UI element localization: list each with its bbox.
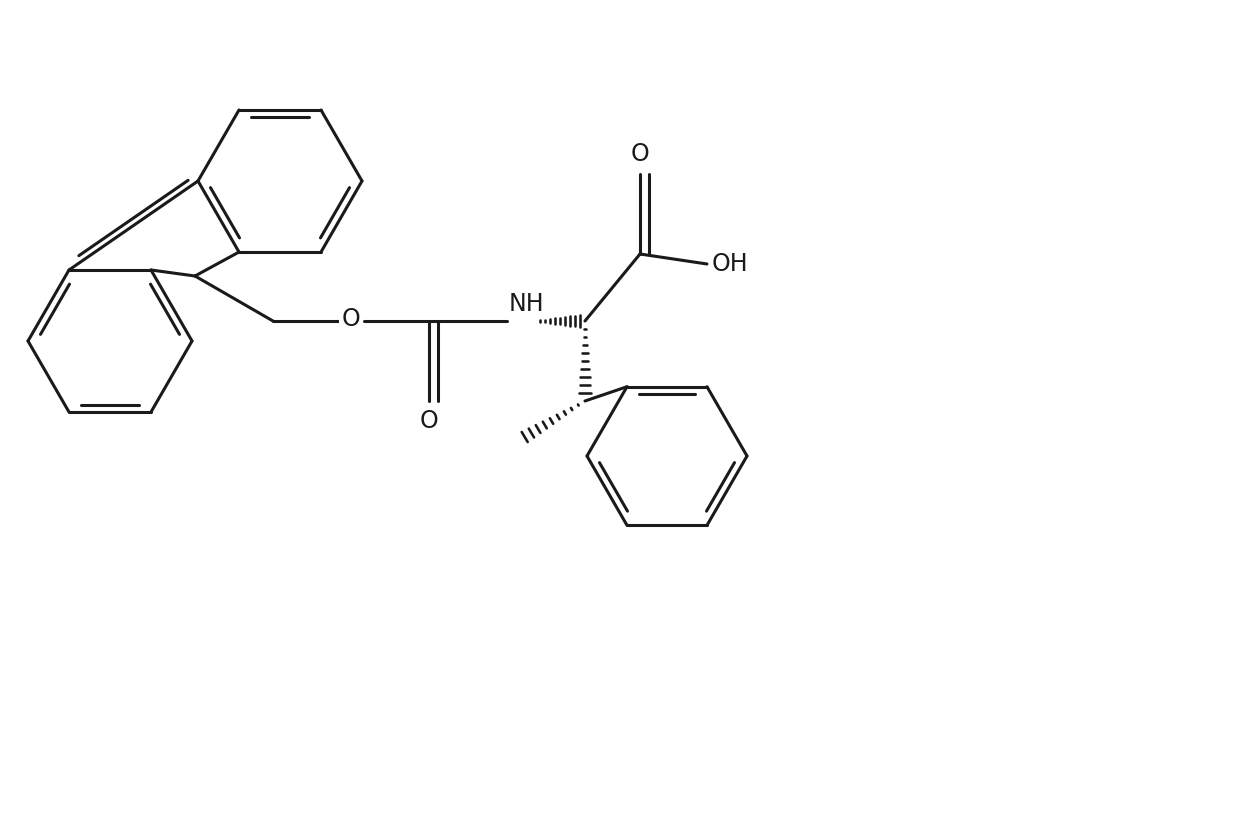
Text: OH: OH [711, 252, 749, 276]
Text: O: O [341, 307, 360, 331]
Text: O: O [630, 142, 649, 166]
Text: NH: NH [510, 292, 545, 316]
Text: O: O [420, 409, 439, 433]
